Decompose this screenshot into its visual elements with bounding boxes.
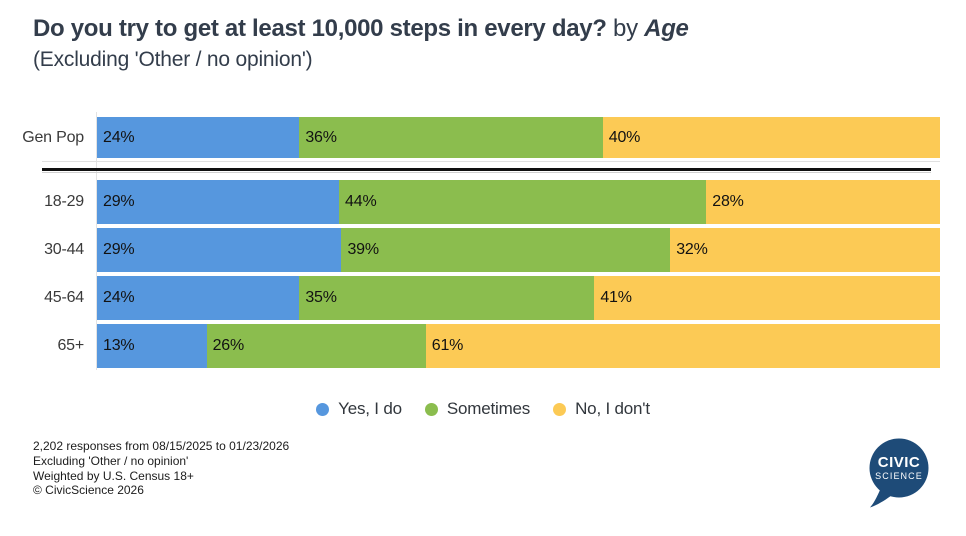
bar-value-label: 36% [305,128,337,146]
category-label: 65+ [57,337,84,354]
category-label: 18-29 [44,193,84,210]
chart-subtitle: (Excluding 'Other / no opinion') [33,48,313,71]
category-label: 45-64 [44,289,84,306]
legend-label: Sometimes [446,399,531,418]
bar-segment: 35% [299,276,595,320]
category-label: 30-44 [44,241,84,258]
stacked-bar: 24% 35% 41% [97,276,940,320]
legend-item-no: No, I don't [553,399,650,419]
legend-label: No, I don't [575,399,650,418]
bar-segment: 36% [299,117,603,158]
bar-segment: 61% [425,324,940,368]
stacked-bar: 13% 26% 61% [97,324,940,368]
bar-value-label: 29% [103,193,135,210]
stacked-bar: 29% 44% 28% [97,180,940,224]
bar-segment: 41% [594,276,940,320]
legend-label: Yes, I do [338,399,402,418]
bar-segment: 24% [97,276,300,320]
y-axis-line [96,112,97,370]
legend: Yes, I do Sometimes No, I don't [0,399,966,419]
chart-title-breakout: Age [644,15,689,42]
bar-value-label: 24% [103,289,135,306]
bar-segment: 24% [97,117,300,158]
bar-segment: 28% [706,180,940,224]
genpop-divider-line [42,168,931,171]
bar-value-label: 26% [212,337,245,354]
footer-exclusion: Excluding 'Other / no opinion' [33,453,189,468]
bar-segment: 26% [206,324,426,368]
chart-row: 45-64 24% 35% 41% [0,276,966,320]
legend-dot-yellow-icon [553,402,567,416]
civicscience-logo: CIVIC SCIENCE [866,437,934,511]
genpop-divider-topline [42,161,940,162]
bar-segment: 29% [97,228,342,272]
chart-title: Do you try to get at least 10,000 steps … [33,14,943,44]
genpop-divider-shadow [42,172,931,173]
category-label: Gen Pop [22,128,84,146]
bar-value-label: 32% [676,241,708,258]
bar-value-label: 61% [431,337,464,354]
chart-title-question: Do you try to get at least 10,000 steps … [33,15,607,42]
stacked-bar: 29% 39% 32% [97,228,940,272]
bar-segment: 13% [97,324,207,368]
bar-value-label: 40% [608,128,641,146]
bar-value-label: 24% [103,128,135,146]
bar-value-label: 39% [347,241,379,258]
logo-text-civic: CIVIC [878,454,921,471]
stacked-bar: 24% 36% 40% [97,117,940,158]
bar-value-label: 29% [103,241,135,258]
bar-value-label: 28% [712,193,744,210]
bar-value-label: 35% [305,289,337,306]
chart-title-connector: by [606,15,645,42]
chart-row: 18-29 29% 44% 28% [0,180,966,224]
footer-weighting: Weighted by U.S. Census 18+ [33,468,194,483]
chart-row: 30-44 29% 39% 32% [0,228,966,272]
legend-dot-green-icon [424,402,438,416]
bar-segment: 39% [341,228,671,272]
bar-segment: 44% [339,180,707,224]
footer: 2,202 responses from 08/15/2025 to 01/23… [33,439,289,498]
bar-segment: 32% [670,228,940,272]
bar-segment: 29% [97,180,340,224]
speech-bubble-icon: CIVIC SCIENCE [869,438,929,508]
bar-segment: 40% [602,117,940,158]
chart-row: 65+ 13% 26% 61% [0,324,966,368]
footer-copyright: © CivicScience 2026 [33,483,144,498]
legend-dot-blue-icon [316,402,330,416]
legend-item-yes: Yes, I do [316,399,402,419]
logo-text-science: SCIENCE [875,471,923,481]
bar-value-label: 41% [600,289,632,306]
footer-responses: 2,202 responses from 08/15/2025 to 01/23… [33,439,290,453]
chart-row: Gen Pop 24% 36% 40% [0,117,966,158]
legend-item-sometimes: Sometimes [424,399,531,419]
bar-value-label: 44% [345,193,377,210]
bar-value-label: 13% [103,337,135,354]
